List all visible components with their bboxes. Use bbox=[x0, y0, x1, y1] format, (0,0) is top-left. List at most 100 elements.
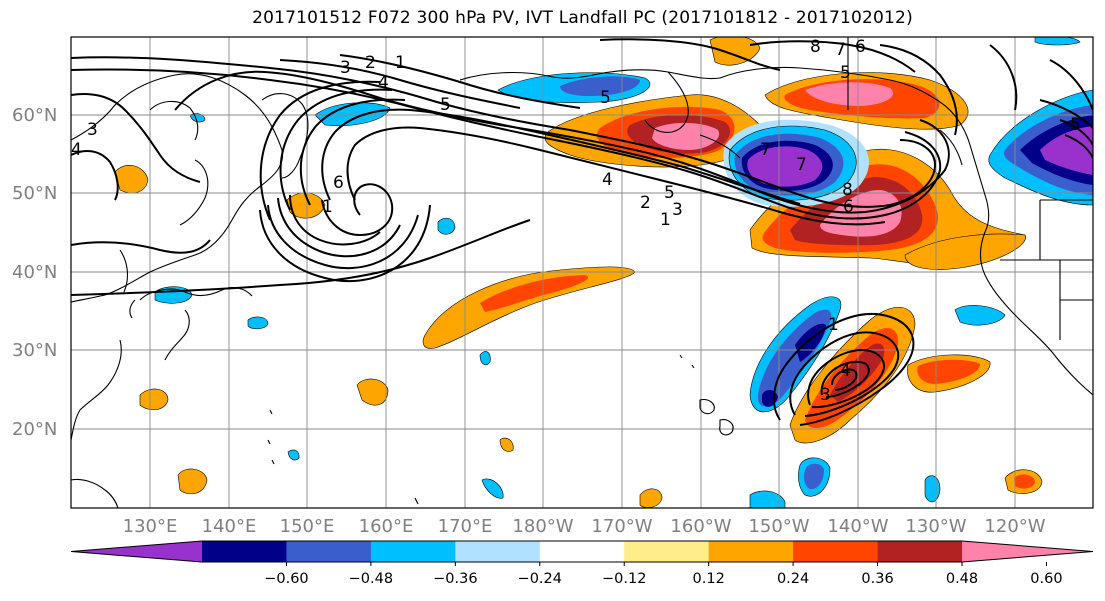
contour-label: 3 bbox=[87, 120, 98, 140]
contour-label: 5 bbox=[1070, 115, 1081, 135]
pc-shade-blob8 bbox=[639, 488, 663, 508]
contour-label: 5 bbox=[664, 183, 675, 203]
lat-label: 60°N bbox=[12, 105, 57, 126]
contour-label: 1 bbox=[660, 210, 671, 230]
pc-shade-blob9 bbox=[499, 437, 514, 452]
pc-shade-subtrop-orange bbox=[422, 266, 636, 349]
longitude-labels: 130°E 140°E 150°E 160°E 170°E 180°W 170°… bbox=[123, 516, 1046, 537]
pc-shade-main-pink bbox=[820, 190, 902, 237]
pc-shade-sc2 bbox=[247, 316, 269, 330]
colorbar-tick-label: −0.36 bbox=[433, 571, 477, 587]
contour-label: 4 bbox=[71, 140, 82, 160]
pc-shade-subtrop-red bbox=[480, 275, 589, 312]
pc-shade-ber-cool-blue bbox=[560, 76, 640, 96]
colorbar-tick-label: 0.60 bbox=[1030, 571, 1062, 587]
lat-label: 40°N bbox=[12, 262, 57, 283]
map-frame bbox=[70, 36, 1094, 509]
contour-label: 7 bbox=[835, 40, 846, 60]
lon-label: 130°W bbox=[905, 516, 966, 537]
colorbar-swatch bbox=[202, 541, 287, 562]
contour-label: 5 bbox=[440, 95, 451, 115]
lon-label: 170°E bbox=[438, 516, 493, 537]
pc-shade-blob3 bbox=[139, 388, 169, 410]
colorbar-tick-label: 0.36 bbox=[861, 571, 893, 587]
lon-label: 160°W bbox=[670, 516, 731, 537]
colorbar-tick-label: 0.48 bbox=[946, 571, 978, 587]
lon-label: 150°W bbox=[748, 516, 809, 537]
pc-shade-sc4 bbox=[479, 351, 491, 366]
pc-shade-blob1 bbox=[114, 165, 149, 194]
pc-shade-kam-cool bbox=[314, 102, 391, 126]
contour-label: 6 bbox=[333, 173, 344, 193]
pc-shade-sc12 bbox=[189, 113, 206, 123]
pc-shade-sc10 bbox=[1034, 37, 1081, 46]
colorbar: −0.60 −0.48 −0.36 −0.24 −0.12 0.12 0.24 0.36 0.4… bbox=[70, 540, 1094, 587]
contour-label: 4 bbox=[602, 170, 613, 190]
pc-shade-ak-cool-purple bbox=[747, 146, 823, 187]
colorbar-swatch bbox=[708, 541, 794, 562]
colorbar-swatch bbox=[539, 541, 625, 562]
pc-shade-bc-cool-purple bbox=[1040, 126, 1093, 175]
contour-label: 5 bbox=[840, 63, 851, 83]
colorbar-tick-label: 0.24 bbox=[777, 571, 809, 587]
pc-positive-shading bbox=[114, 37, 1043, 508]
contour-label: 1 bbox=[322, 197, 333, 217]
contour-label: 5 bbox=[600, 88, 611, 108]
lon-label: 140°W bbox=[827, 516, 888, 537]
colorbar-outline bbox=[70, 540, 1094, 563]
lat-label: 30°N bbox=[12, 340, 57, 361]
contour-label: 8 bbox=[842, 180, 853, 200]
lat-label: 20°N bbox=[12, 419, 57, 440]
colorbar-tick-label: −0.24 bbox=[518, 571, 562, 587]
colorbar-swatch bbox=[624, 541, 710, 562]
pv-contours bbox=[71, 38, 1093, 426]
pc-shade-sc6-blue bbox=[803, 463, 824, 490]
map-title: 2017101512 F072 300 hPa PV, IVT Landfall… bbox=[252, 8, 913, 28]
colorbar-tick-label: −0.60 bbox=[264, 571, 308, 587]
colorbar-swatch bbox=[877, 541, 963, 562]
contour-label: 3 bbox=[820, 385, 831, 405]
contour-label: 6 bbox=[855, 37, 866, 57]
colorbar-swatch bbox=[286, 541, 372, 562]
pc-shade-blob7 bbox=[709, 37, 761, 66]
colorbar-swatch bbox=[793, 541, 879, 562]
contour-labels: 3 2 1 4 5 3 4 6 1 5 4 3 2 1 6 8 7 8 6 7 … bbox=[71, 37, 1081, 405]
pc-shade-gulf-pink bbox=[805, 82, 894, 106]
contour-label: 1 bbox=[828, 315, 839, 335]
pc-shade-e-pac-red bbox=[917, 359, 980, 384]
pc-shade-ak-pink bbox=[652, 122, 720, 150]
pc-shade-sc5 bbox=[481, 478, 504, 499]
pc-shade-nw-ca-orange bbox=[904, 233, 1026, 270]
colorbar-extend-low bbox=[71, 541, 202, 562]
colorbar-swatch bbox=[370, 541, 456, 562]
pc-shade-sc9 bbox=[954, 305, 1006, 326]
colorbar-tick-label: 0.12 bbox=[693, 571, 725, 587]
lon-label: 150°E bbox=[280, 516, 335, 537]
pc-shade-blob4 bbox=[356, 378, 389, 406]
pc-shade-blob5 bbox=[177, 468, 208, 495]
lon-label: 130°E bbox=[123, 516, 178, 537]
colorbar-swatch bbox=[455, 541, 541, 562]
pc-shade-sc7 bbox=[749, 490, 786, 508]
contour-label: 3 bbox=[340, 58, 351, 78]
lon-label: 170°W bbox=[591, 516, 652, 537]
contour-label: 7 bbox=[796, 155, 807, 175]
contour-label: 2 bbox=[640, 193, 651, 213]
lon-label: 160°E bbox=[359, 516, 414, 537]
colorbar-tick-label: −0.48 bbox=[349, 571, 393, 587]
contour-label: 4 bbox=[378, 73, 389, 93]
latitude-labels: 60°N 50°N 40°N 30°N 20°N bbox=[12, 105, 57, 440]
contour-label: 7 bbox=[760, 140, 771, 160]
pc-shade-blob6-red bbox=[1014, 474, 1035, 489]
colorbar-extend-high bbox=[962, 541, 1093, 562]
contour-label: 2 bbox=[365, 53, 376, 73]
contour-label: 8 bbox=[810, 37, 821, 57]
contour-label: 3 bbox=[672, 200, 683, 220]
coastlines bbox=[71, 37, 1093, 508]
pc-shade-sc8 bbox=[924, 475, 941, 503]
lon-label: 140°E bbox=[202, 516, 257, 537]
colorbar-tick-label: −0.12 bbox=[602, 571, 646, 587]
lon-label: 180°W bbox=[512, 516, 573, 537]
lat-label: 50°N bbox=[12, 183, 57, 204]
